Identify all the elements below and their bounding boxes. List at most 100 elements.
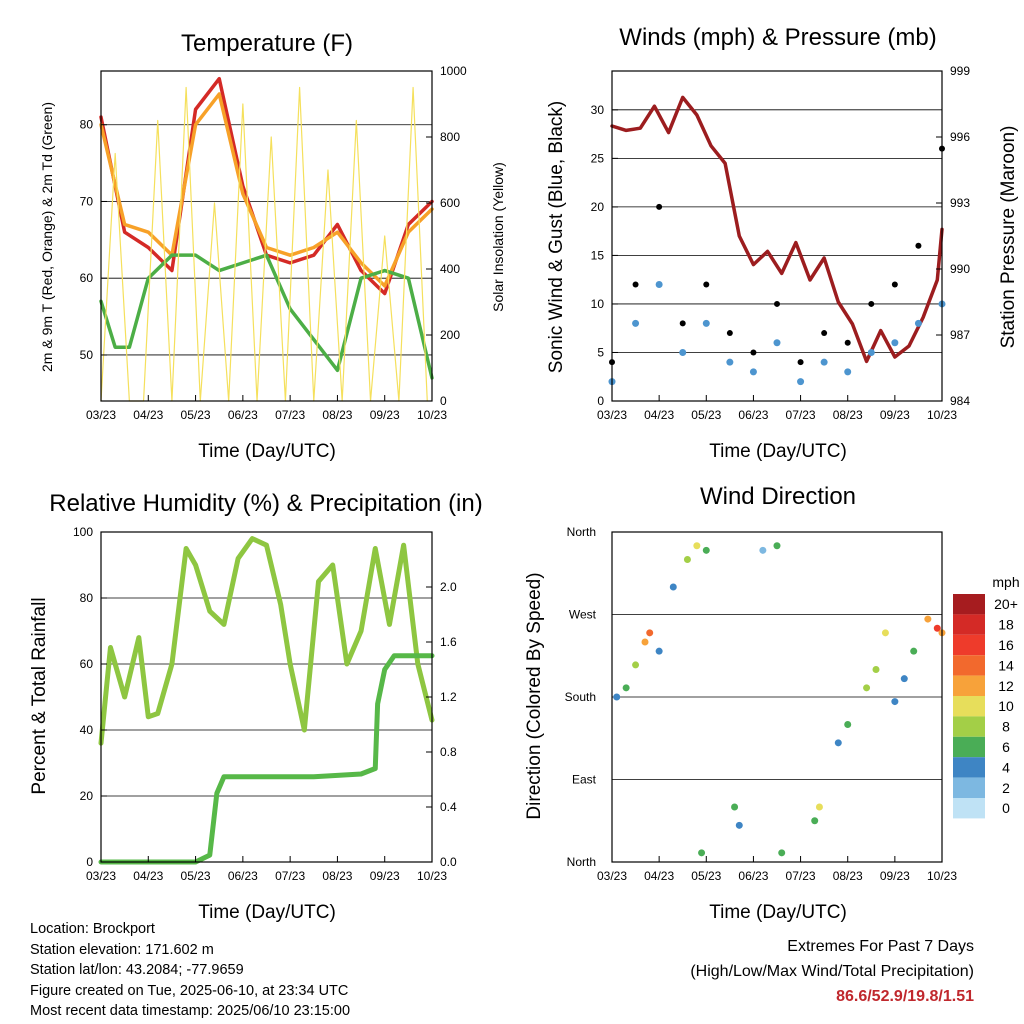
- winds-series-1-point: [844, 368, 852, 376]
- humidity-y-tick-label-right: 2.0: [440, 580, 457, 594]
- winds-series-1-point: [679, 348, 687, 356]
- temperature-panel: Temperature (F) Time (Day/UTC) 2m & 9m T…: [39, 30, 506, 462]
- winds-series-1-point: [702, 319, 710, 327]
- temperature-y-tick-label: 60: [80, 271, 94, 285]
- station-latlon: Station lat/lon: 43.2084; -77.9659: [30, 962, 244, 979]
- winds-series-1-point: [655, 281, 663, 289]
- speed-legend-label: 16: [998, 637, 1014, 653]
- winds-series-2-point: [632, 281, 639, 288]
- temperature-x-tick-label: 05/23: [181, 408, 211, 422]
- winds-series-2-point: [726, 330, 733, 337]
- winds-y-tick-label: 10: [591, 297, 605, 311]
- winds-title: Winds (mph) & Pressure (mb): [619, 24, 936, 51]
- speed-legend-label: 20+: [994, 596, 1018, 612]
- wind-direction-y-tick-label: West: [569, 608, 597, 622]
- winds-y-label-right: Station Pressure (Maroon): [998, 126, 1019, 349]
- humidity-series-0-line: [98, 536, 435, 746]
- temperature-x-tick-label: 07/23: [275, 408, 305, 422]
- speed-legend-swatch: [953, 716, 985, 737]
- humidity-x-tick-label: 09/23: [370, 869, 400, 883]
- speed-legend-label: 8: [1002, 719, 1010, 735]
- speed-legend-swatch: [953, 798, 985, 819]
- humidity-y-tick-label-right: 0.8: [440, 745, 457, 759]
- temperature-y-tick-label: 70: [80, 194, 94, 208]
- humidity-y-tick-label: 40: [80, 723, 94, 737]
- wind-direction-point: [759, 546, 767, 554]
- wind-direction-point: [881, 629, 889, 637]
- winds-x-tick-label: 07/23: [786, 408, 816, 422]
- humidity-title: Relative Humidity (%) & Precipitation (i…: [49, 490, 482, 517]
- winds-x-tick-label: 05/23: [691, 408, 721, 422]
- temperature-y-label-right: Solar Insolation (Yellow): [490, 162, 506, 312]
- temperature-y-tick-label-right: 400: [440, 262, 460, 276]
- speed-legend-swatch: [953, 696, 985, 717]
- humidity-x-tick-label: 10/23: [417, 869, 447, 883]
- humidity-y-tick-label-right: 1.6: [440, 635, 457, 649]
- humidity-axes: 03/23 04/23 05/23 06/23 07/23 08/23 09/23 10/23…: [73, 525, 457, 883]
- humidity-y-tick-label: 80: [80, 591, 94, 605]
- temperature-y-tick-label-right: 800: [440, 130, 460, 144]
- winds-x-tick-label: 06/23: [738, 408, 768, 422]
- wind-direction-frame: [611, 531, 943, 863]
- temperature-x-tick-label: 10/23: [417, 408, 447, 422]
- winds-y-tick-label: 15: [591, 248, 605, 262]
- speed-legend-label: 10: [998, 698, 1014, 714]
- humidity-series-1-line: [98, 653, 435, 865]
- wind-direction-point: [834, 739, 842, 747]
- extremes-values: 86.6/52.9/19.8/1.51: [836, 988, 974, 1005]
- wind-direction-point: [613, 693, 621, 701]
- wind-direction-point: [735, 821, 743, 829]
- wind-direction-point: [698, 849, 706, 857]
- winds-series-1-point: [914, 319, 922, 327]
- winds-series-2-point: [703, 281, 710, 288]
- wind-direction-point: [778, 849, 786, 857]
- speed-legend-swatch: [953, 777, 985, 798]
- wind-direction-point: [693, 542, 701, 550]
- winds-series-1-point: [797, 378, 805, 386]
- wind-direction-axes: 03/23 04/23 05/23 06/23 07/23 08/23 09/23 10/23…: [565, 525, 958, 883]
- wind-direction-title: Wind Direction: [700, 483, 856, 510]
- wind-direction-x-tick-label: 05/23: [691, 869, 721, 883]
- wind-direction-y-label: Direction (Colored By Speed): [524, 572, 545, 819]
- wind-direction-points-group: [613, 542, 946, 857]
- wind-direction-x-tick-label: 04/23: [644, 869, 674, 883]
- wind-direction-point: [811, 817, 819, 825]
- winds-y-tick-label-right: 987: [950, 328, 970, 342]
- winds-series-2-point: [797, 359, 804, 366]
- humidity-panel: Relative Humidity (%) & Precipitation (i…: [29, 490, 483, 923]
- winds-series-1-point: [773, 339, 781, 347]
- wind-direction-point: [731, 803, 739, 811]
- wind-direction-point: [655, 647, 663, 655]
- wind-direction-point: [910, 647, 918, 655]
- wind-direction-x-label: Time (Day/UTC): [709, 902, 847, 923]
- wind-direction-point: [669, 583, 677, 591]
- wind-direction-point: [773, 542, 781, 550]
- winds-series-1-point: [867, 348, 875, 356]
- winds-y-tick-label: 20: [591, 200, 605, 214]
- humidity-x-tick-label: 03/23: [86, 869, 116, 883]
- speed-legend-label: 14: [998, 657, 1014, 673]
- temperature-x-tick-label: 08/23: [322, 408, 352, 422]
- temperature-y-tick-label-right: 1000: [440, 64, 467, 78]
- humidity-x-tick-label: 04/23: [133, 869, 163, 883]
- speed-legend-label: 6: [1002, 739, 1010, 755]
- temperature-x-tick-label: 03/23: [86, 408, 116, 422]
- temperature-x-tick-label: 09/23: [370, 408, 400, 422]
- temperature-y-label: 2m & 9m T (Red, Orange) & 2m Td (Green): [39, 102, 55, 372]
- speed-legend-label: 12: [998, 678, 1014, 694]
- wind-direction-x-tick-label: 08/23: [833, 869, 863, 883]
- humidity-x-label: Time (Day/UTC): [198, 902, 336, 923]
- wind-direction-y-tick-label: South: [565, 690, 596, 704]
- speed-legend-swatch: [953, 736, 985, 758]
- humidity-x-tick-label: 08/23: [322, 869, 352, 883]
- speed-legend-swatch: [953, 757, 985, 778]
- humidity-y-tick-label: 20: [80, 789, 94, 803]
- wind-direction-point: [702, 546, 710, 554]
- speed-legend-swatch: [953, 634, 985, 656]
- humidity-y-tick-label: 0: [86, 855, 93, 869]
- wind-direction-x-tick-label: 06/23: [738, 869, 768, 883]
- station-location: Location: Brockport: [30, 921, 155, 937]
- wind-direction-point: [641, 638, 649, 646]
- winds-y-tick-label-right: 999: [950, 64, 970, 78]
